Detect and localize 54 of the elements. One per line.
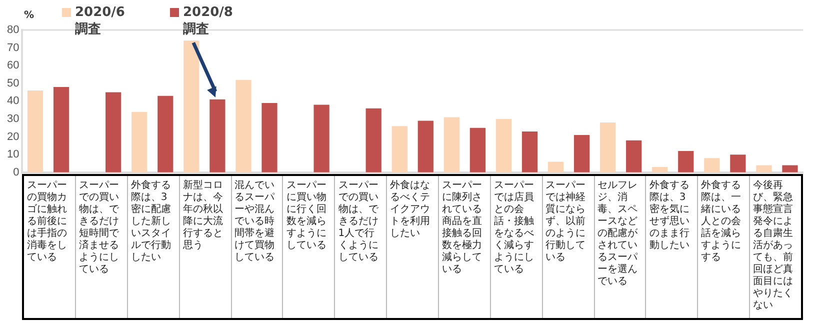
x-tick-label: 外食する際は、3密を気にせず思いのまま行動したい xyxy=(649,180,690,252)
bar xyxy=(652,167,668,172)
legend-label: 2020/6調査 xyxy=(75,4,126,38)
bar xyxy=(782,165,798,172)
x-tick-label: 新型コロナは、今年の秋以降に大流行すると思う xyxy=(182,180,224,252)
x-tick-label: スーパーに陳列されている商品を直接触る回数を極力減らしている xyxy=(442,180,483,276)
x-tick-label: スーパーでの買い物は、できるだけ短時間で済ませるようにしている xyxy=(79,180,120,276)
bar xyxy=(704,158,720,172)
bar xyxy=(678,151,694,172)
y-tick-label: 60 xyxy=(6,60,20,72)
bar xyxy=(730,154,746,172)
x-tick-label: 外食する際は、一緒にいる人との会話を減らすようにする xyxy=(701,180,742,264)
y-tick-label: 20 xyxy=(6,130,20,143)
bar xyxy=(548,162,564,172)
bar xyxy=(184,40,200,172)
bar xyxy=(236,80,252,172)
x-tick-label: スーパーでは神経質にならず、以前のように行動している xyxy=(546,180,587,264)
x-tick-label: 外食する際は、3密に配慮した新しいスタイルで行動したい xyxy=(130,180,172,264)
bar xyxy=(106,92,122,172)
bar xyxy=(392,126,408,172)
bar xyxy=(132,112,148,172)
y-tick-label: 30 xyxy=(6,113,20,126)
bar xyxy=(626,140,642,172)
category-label: 今後再び、緊急事態宣言発令による自粛生活があっても、前回ほど真面目にはやりたくない xyxy=(753,180,794,312)
x-tick-label: スーパーでの買い物は、できるだけ1人で行くようにしている xyxy=(338,180,380,264)
bar xyxy=(366,108,382,172)
x-tick-label: 外食はなるべくテイクアウトを利用したい xyxy=(390,180,432,240)
bar xyxy=(262,102,278,172)
bar xyxy=(444,117,460,172)
bar xyxy=(574,135,590,172)
x-tick-label: スーパーに買い物に行く回数を減らすようにしている xyxy=(286,180,328,252)
y-tick-label: 10 xyxy=(6,148,20,161)
category-label: セルフレジ、消毒、スペースなどの配慮がされているスーパーを選んでいる xyxy=(598,180,638,288)
bar xyxy=(53,86,70,172)
y-tick-label: 80 xyxy=(6,24,20,36)
bar xyxy=(210,99,226,172)
y-tick-label: 0 xyxy=(13,166,20,178)
x-tick-label: 混んでいるスーパーや混んでいる時間帯を避けて買物している xyxy=(234,180,276,264)
y-tick-label: 70 xyxy=(6,42,20,54)
x-tick-label: スーパーでは店員との会話・接触をなるべく減らすようにしている xyxy=(494,180,535,276)
bar xyxy=(27,90,44,172)
bar xyxy=(600,122,616,172)
legend-label: 2020/8調査 xyxy=(183,4,234,38)
x-tick-label: スーパーの買物カゴに触れる前後には手指の消毒をしている xyxy=(27,180,68,264)
bar xyxy=(418,120,434,172)
bar xyxy=(470,128,486,172)
bar xyxy=(314,104,330,172)
bar xyxy=(522,131,538,172)
bar xyxy=(496,119,512,172)
bar xyxy=(756,165,772,172)
y-tick-label: 50 xyxy=(6,77,20,90)
y-axis-title: % xyxy=(24,10,34,21)
bar xyxy=(158,96,174,172)
y-tick-label: 40 xyxy=(6,95,20,108)
